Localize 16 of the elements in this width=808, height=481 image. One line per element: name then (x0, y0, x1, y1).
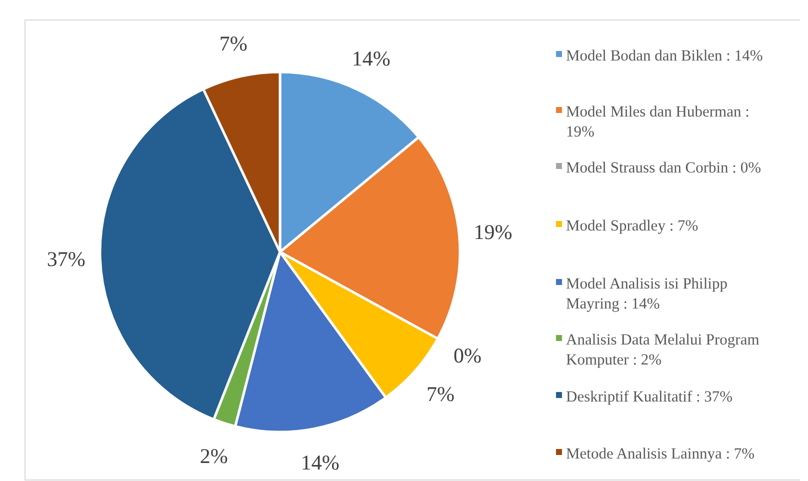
legend-label: Analisis Data Melalui Program Komputer : 2% (566, 331, 760, 368)
data-label: 2% (200, 444, 228, 468)
legend-label: Model Strauss dan Corbin : 0% (566, 159, 762, 176)
legend-label: Model Spradley : 7% (566, 217, 698, 234)
data-label: 14% (300, 450, 340, 475)
legend-label: Deskriptif Kualitatif : 37% (566, 388, 733, 406)
data-label: 7% (219, 32, 248, 56)
legend-label: Model Analisis isi Philipp Mayring : 14% (566, 275, 728, 312)
legend-label: Metode Analisis Lainnya : 7% (566, 445, 755, 462)
legend-label: Model Bodan dan Biklen : 14% (566, 47, 763, 64)
text: 0% (454, 343, 482, 368)
data-label: 37% (46, 247, 86, 272)
legend-label: Model Miles dan Huberman : 19% (566, 103, 750, 140)
data-label: 19% (474, 220, 512, 244)
data-label: 14% (352, 46, 390, 71)
data-label: 7% (426, 382, 455, 406)
